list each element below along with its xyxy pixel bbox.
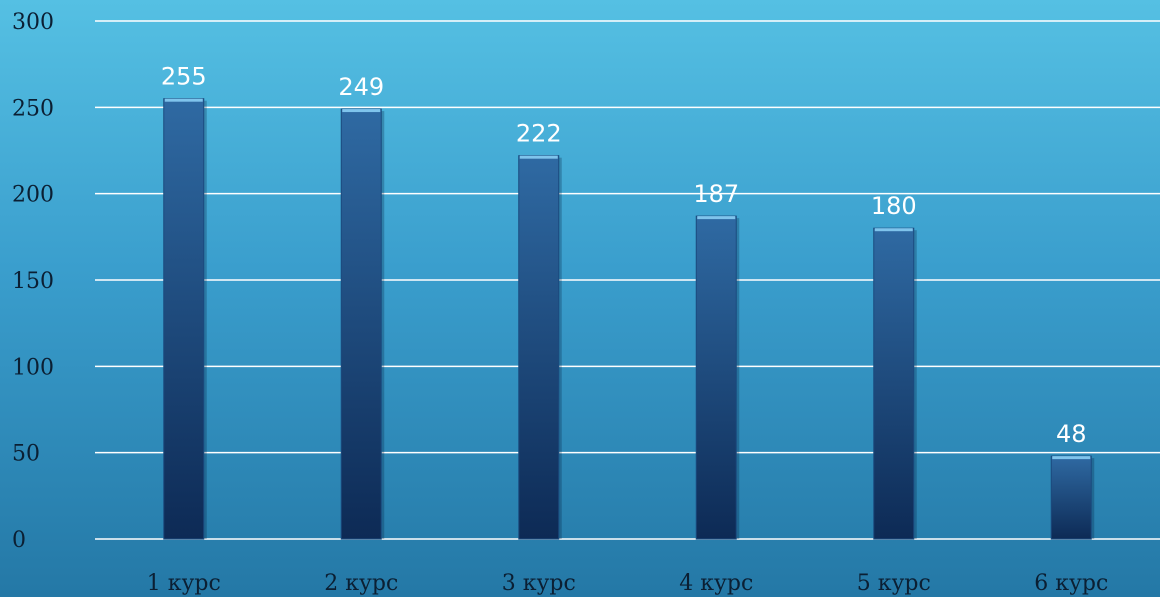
x-category-label: 4 курс <box>679 571 753 596</box>
x-category-label: 6 курс <box>1034 571 1108 596</box>
gridlines <box>95 20 1160 540</box>
y-axis-tick-labels: 0 50 100 150 200 250 300 <box>12 10 54 553</box>
bar <box>695 215 740 540</box>
bar-body <box>695 215 737 540</box>
data-label: 222 <box>516 120 562 148</box>
data-label: 249 <box>338 73 384 101</box>
bar-body <box>518 155 560 540</box>
y-tick-label: 250 <box>12 96 54 121</box>
bar <box>340 108 385 540</box>
y-tick-label: 300 <box>12 10 54 35</box>
bar-body <box>340 108 382 540</box>
bar-top-highlight <box>697 216 736 220</box>
y-tick-label: 150 <box>12 269 54 294</box>
data-label: 180 <box>871 192 917 220</box>
x-category-label: 3 курс <box>502 571 576 596</box>
bar-top-highlight <box>342 109 381 113</box>
x-category-label: 1 курс <box>147 571 221 596</box>
y-tick-label: 0 <box>12 528 26 553</box>
bar <box>873 227 917 540</box>
y-tick-label: 100 <box>12 355 54 380</box>
bar-top-highlight <box>1052 456 1091 460</box>
bar-body <box>163 98 205 540</box>
data-label: 48 <box>1056 420 1087 448</box>
bar-body <box>1050 455 1092 540</box>
data-labels: 255 249 222 187 180 48 <box>161 63 1087 448</box>
x-category-label: 2 курс <box>324 571 398 596</box>
bar-body <box>873 227 915 540</box>
bar <box>163 98 207 540</box>
bar <box>1050 455 1095 540</box>
bar-top-highlight <box>164 98 203 102</box>
bar <box>518 155 562 540</box>
y-tick-label: 50 <box>12 442 40 467</box>
x-axis-category-labels: 1 курс 2 курс 3 курс 4 курс 5 курс 6 курс <box>147 571 1109 596</box>
x-category-label: 5 курс <box>857 571 931 596</box>
bars <box>163 98 1095 540</box>
data-label: 255 <box>161 63 207 91</box>
bar-top-highlight <box>519 155 558 159</box>
y-tick-label: 200 <box>12 183 54 208</box>
bar-top-highlight <box>874 228 913 232</box>
data-label: 187 <box>693 180 739 208</box>
